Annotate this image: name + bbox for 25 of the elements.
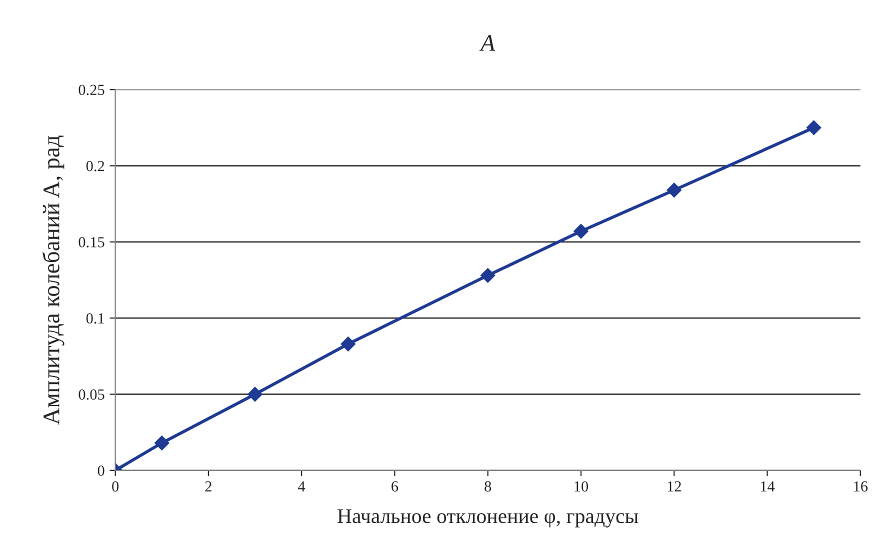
x-tick-label: 2 (205, 481, 212, 492)
point (666, 182, 682, 198)
y-tick-label: 0 (98, 466, 104, 476)
y-tick-label: 0.1 (86, 313, 104, 324)
point (574, 224, 588, 239)
point (248, 386, 262, 402)
point (480, 268, 496, 283)
x-tick-label: 16 (854, 481, 868, 492)
x-tick-label: 12 (668, 481, 681, 492)
x-tick-label: 10 (574, 481, 588, 492)
x-tick-label: 4 (298, 481, 306, 492)
point (340, 336, 356, 352)
x-tick-label: 14 (760, 481, 775, 492)
y-tick-label: 0.05 (78, 389, 104, 400)
y-axis-title: Амплитуда колебаний A, рад (42, 136, 64, 425)
y-tick-label: 0.25 (78, 84, 104, 96)
y-tick-label: 0.15 (78, 237, 104, 248)
point (806, 120, 822, 136)
x-tick-label: 0 (112, 481, 119, 492)
x-tick-label: 8 (484, 481, 492, 492)
x-tick-label: 6 (392, 481, 398, 492)
y-tick-label: 0.2 (86, 160, 104, 172)
chart-title: A (479, 35, 496, 51)
point (154, 436, 170, 450)
x-axis-title: Начальное отклонение φ, градусы (338, 509, 638, 528)
